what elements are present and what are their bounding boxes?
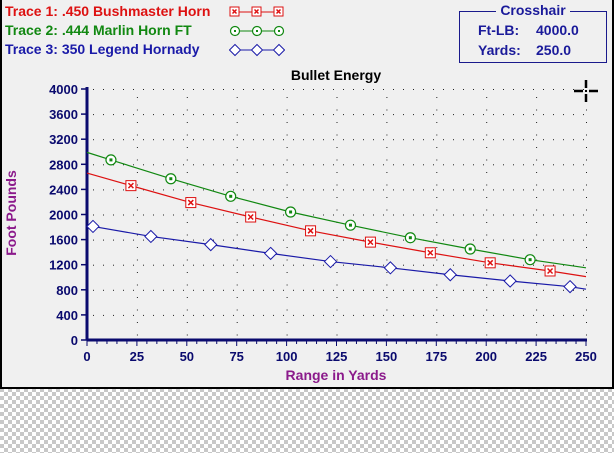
diamond-marker-icon bbox=[229, 43, 285, 57]
diamond-marker-icon bbox=[563, 279, 577, 294]
marker-cross bbox=[247, 213, 254, 221]
y-tick-label: 3600 bbox=[49, 107, 78, 122]
marker-dot bbox=[468, 247, 472, 251]
y-tick-label: 3200 bbox=[49, 132, 78, 147]
crosshair-yards-row: Yards: 250.0 bbox=[478, 42, 571, 58]
dotted-circle-marker-icon bbox=[229, 25, 285, 37]
crosshair-title: Crosshair bbox=[496, 2, 570, 18]
x-axis-title: Range in Yards bbox=[285, 367, 387, 383]
marker-cross bbox=[547, 267, 554, 275]
x-tick-label: 100 bbox=[276, 349, 298, 364]
chart-title: Bullet Energy bbox=[290, 67, 382, 83]
crosshair-center bbox=[585, 90, 587, 92]
diamond-marker-icon bbox=[443, 268, 457, 282]
marker-dot bbox=[169, 177, 173, 181]
crosshair-yards-label: Yards: bbox=[478, 42, 521, 58]
legend-trace-3-label: Trace 3: 350 Legend Hornady bbox=[5, 41, 200, 57]
diamond-marker-icon bbox=[144, 229, 158, 244]
diamond-marker-icon bbox=[323, 254, 338, 269]
legend-trace-2-label: Trace 2: .444 Marlin Horn FT bbox=[5, 22, 192, 38]
crosshair-yards-value: 250.0 bbox=[536, 42, 572, 58]
y-tick-label: 800 bbox=[56, 283, 78, 298]
marker-dot bbox=[348, 223, 352, 227]
x-tick-label: 250 bbox=[575, 349, 597, 364]
legend-trace-1-label: Trace 1: .450 Bushmaster Horn bbox=[5, 3, 211, 19]
x-tick-label: 125 bbox=[326, 349, 348, 364]
diamond-marker-icon bbox=[204, 237, 218, 252]
x-tick-label: 50 bbox=[180, 349, 194, 364]
panel-border bbox=[0, 0, 2, 389]
diamond-marker-icon bbox=[263, 246, 278, 261]
x-tick-label: 0 bbox=[83, 349, 90, 364]
y-tick-label: 400 bbox=[56, 308, 78, 323]
marker-cross bbox=[187, 199, 194, 206]
crosshair-ftlb-value: 4000.0 bbox=[536, 22, 579, 38]
marker-cross bbox=[127, 182, 134, 189]
marker-dot bbox=[229, 194, 233, 198]
crosshair-ftlb-label: Ft-LB: bbox=[478, 22, 520, 38]
y-tick-label: 1600 bbox=[49, 233, 78, 248]
diamond-marker-icon bbox=[503, 274, 517, 288]
marker-dot bbox=[408, 236, 412, 240]
y-tick-label: 2400 bbox=[49, 182, 78, 197]
diamond-marker-icon bbox=[86, 219, 100, 234]
crossed-square-marker-icon bbox=[229, 6, 284, 17]
series-line-3 bbox=[92, 225, 587, 290]
marker-dot bbox=[109, 158, 113, 162]
x-tick-label: 25 bbox=[130, 349, 144, 364]
grid bbox=[93, 89, 587, 336]
series-line-1 bbox=[86, 172, 587, 278]
chart-panel bbox=[0, 0, 614, 389]
crosshair-cursor-icon bbox=[574, 80, 598, 102]
x-tick-label: 150 bbox=[376, 349, 398, 364]
y-tick-label: 0 bbox=[71, 333, 78, 348]
plot-area[interactable]: 0 400 800 1200 1600 2000 2400 2800 3200 3600 4000 0… bbox=[0, 0, 614, 390]
marker-cross bbox=[307, 227, 314, 234]
x-tick-label: 200 bbox=[475, 349, 497, 364]
marker-dot bbox=[289, 210, 293, 214]
y-tick-label: 4000 bbox=[49, 82, 78, 97]
series-line-2 bbox=[86, 151, 587, 269]
crosshair-readout: Crosshair Ft-LB: 4000.0 Yards: 250.0 bbox=[459, 2, 607, 63]
x-tick-label: 225 bbox=[525, 349, 547, 364]
y-tick-label: 2800 bbox=[49, 157, 78, 172]
marker-dot bbox=[528, 258, 532, 262]
marker-cross bbox=[427, 249, 434, 256]
marker-cross bbox=[367, 239, 374, 246]
x-tick-label: 175 bbox=[425, 349, 447, 364]
y-tick-label: 2000 bbox=[49, 208, 78, 223]
x-tick-label: 75 bbox=[229, 349, 243, 364]
crosshair-ftlb-row: Ft-LB: 4000.0 bbox=[478, 22, 579, 38]
diamond-marker-icon bbox=[383, 261, 398, 275]
marker-cross bbox=[487, 259, 494, 266]
y-tick-label: 1200 bbox=[49, 258, 78, 273]
